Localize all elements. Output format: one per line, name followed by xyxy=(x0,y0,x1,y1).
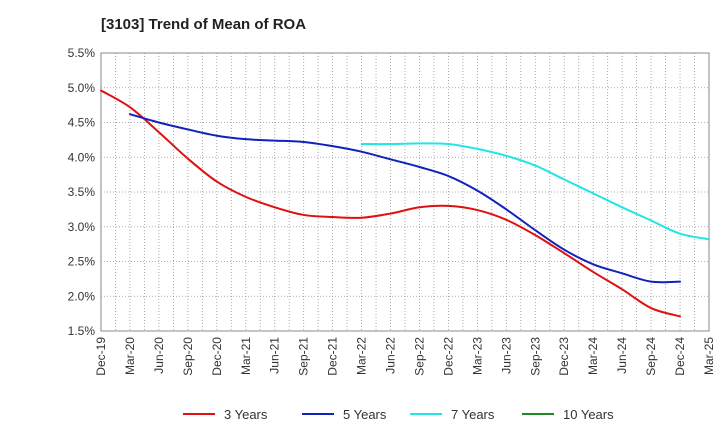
legend-label-5-years: 5 Years xyxy=(343,407,387,422)
legend-label-7-years: 7 Years xyxy=(451,407,495,422)
y-tick-label: 5.0% xyxy=(68,81,96,95)
x-tick-label: Dec-24 xyxy=(673,337,687,376)
chart-title: [3103] Trend of Mean of ROA xyxy=(101,16,306,33)
x-tick-label: Dec-21 xyxy=(326,337,340,376)
x-tick-label: Mar-21 xyxy=(239,337,253,375)
y-tick-label: 5.5% xyxy=(68,46,96,60)
series-line-7-years xyxy=(360,142,710,241)
x-tick-label: Mar-22 xyxy=(355,337,369,375)
x-tick-label: Jun-21 xyxy=(268,337,282,374)
series-lines xyxy=(100,89,710,318)
x-tick-label: Jun-22 xyxy=(384,337,398,374)
series-line-3-years xyxy=(100,89,682,318)
x-axis-ticks: Dec-19 Mar-20 Jun-20 Sep-20 Dec-20 Mar-21 Jun-… xyxy=(94,337,716,376)
x-tick-label: Sep-21 xyxy=(297,337,311,376)
legend: 3 Years 5 Years 7 Years 10 Years xyxy=(183,407,614,422)
x-tick-label: Dec-19 xyxy=(94,337,108,376)
legend-label-10-years: 10 Years xyxy=(563,407,614,422)
y-tick-label: 3.0% xyxy=(68,220,96,234)
x-tick-label: Mar-20 xyxy=(123,337,137,375)
y-tick-label: 1.5% xyxy=(68,324,96,338)
x-tick-label: Mar-25 xyxy=(702,337,716,375)
y-tick-label: 2.0% xyxy=(68,289,96,303)
x-tick-label: Sep-22 xyxy=(412,337,426,376)
x-tick-label: Mar-23 xyxy=(470,337,484,375)
y-tick-label: 4.5% xyxy=(68,116,96,130)
x-tick-label: Sep-23 xyxy=(528,337,542,376)
y-tick-label: 3.5% xyxy=(68,185,96,199)
x-tick-label: Dec-20 xyxy=(210,337,224,376)
x-tick-label: Sep-20 xyxy=(181,337,195,376)
x-tick-label: Dec-23 xyxy=(557,337,571,376)
x-tick-label: Jun-24 xyxy=(615,337,629,374)
x-tick-label: Dec-22 xyxy=(441,337,455,376)
x-tick-label: Mar-24 xyxy=(586,337,600,375)
y-tick-label: 2.5% xyxy=(68,255,96,269)
series-line-5-years xyxy=(128,113,682,284)
y-axis-ticks: 5.5% 5.0% 4.5% 4.0% 3.5% 3.0% 2.5% 2.0% 1.5% xyxy=(68,46,96,338)
grid xyxy=(101,53,709,331)
x-tick-label: Sep-24 xyxy=(644,337,658,376)
legend-label-3-years: 3 Years xyxy=(224,407,268,422)
x-tick-label: Jun-20 xyxy=(152,337,166,374)
plot-area-frame xyxy=(100,52,710,332)
y-tick-label: 4.0% xyxy=(68,150,96,164)
x-tick-label: Jun-23 xyxy=(499,337,513,374)
